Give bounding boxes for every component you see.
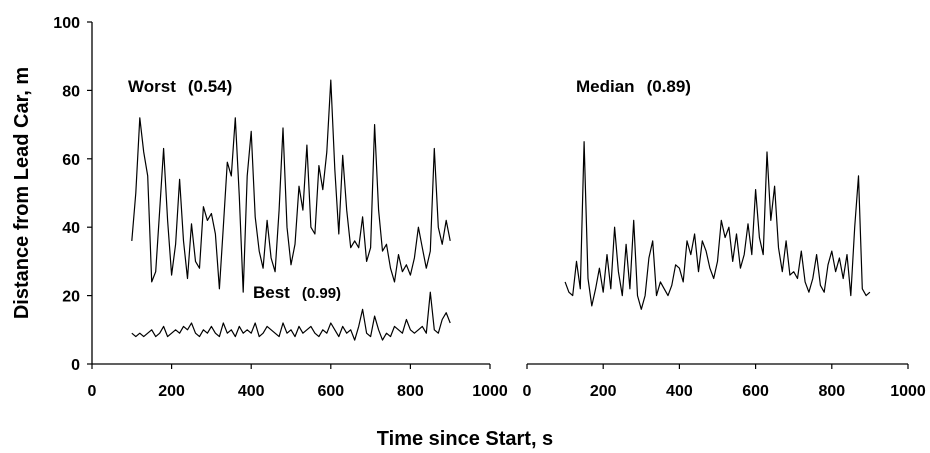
y-tick-label: 0 [71, 357, 80, 374]
x-tick-label: 1000 [472, 383, 508, 400]
y-tick-label: 40 [62, 220, 80, 237]
y-tick-label: 20 [62, 289, 80, 306]
series-name-worst: Worst [128, 77, 176, 96]
series-name-median: Median [576, 77, 635, 96]
x-tick-label: 0 [523, 383, 532, 400]
series-line-worst [131, 79, 451, 293]
x-tick-label: 1000 [890, 383, 926, 400]
x-tick-label: 400 [238, 383, 265, 400]
x-tick-label: 800 [818, 383, 845, 400]
left-panel: 0 200 400 600 800 1000 0 20 40 60 80 100 Worst (0.54)… [53, 15, 508, 400]
y-tick-label: 80 [62, 83, 80, 100]
x-axis-title: Time since Start, s [377, 428, 553, 450]
series-value-worst: (0.54) [188, 77, 232, 96]
series-line-best [131, 291, 451, 341]
x-tick-label: 800 [397, 383, 424, 400]
series-line-median [564, 141, 871, 310]
series-label-median: Median (0.89) [576, 77, 691, 96]
x-tick-label: 400 [666, 383, 693, 400]
x-tick-label: 200 [158, 383, 185, 400]
series-name-best: Best [253, 283, 290, 302]
y-axis-title: Distance from Lead Car, m [11, 67, 33, 319]
series-value-best: (0.99) [302, 285, 341, 302]
x-tick-label: 600 [742, 383, 769, 400]
series-label-worst: Worst (0.54) [128, 77, 232, 96]
y-tick-label: 100 [53, 15, 80, 32]
y-tick-label: 60 [62, 152, 80, 169]
series-label-best: Best (0.99) [253, 283, 341, 302]
right-panel: 0 200 400 600 800 1000 Median (0.89) [523, 77, 926, 400]
x-tick-label: 600 [317, 383, 344, 400]
series-value-median: (0.89) [647, 77, 691, 96]
x-tick-label: 0 [88, 383, 97, 400]
x-tick-label: 200 [590, 383, 617, 400]
